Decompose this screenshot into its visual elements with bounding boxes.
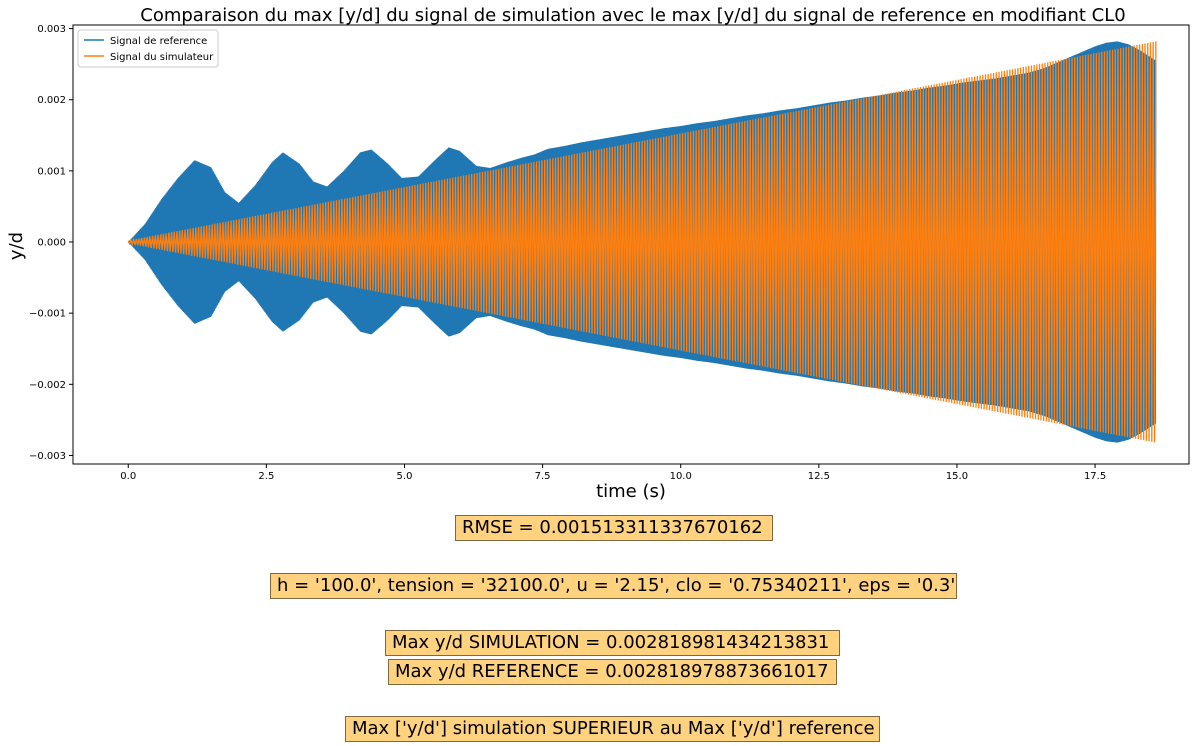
max-reference-annotation: Max y/d REFERENCE = 0.002818978873661017 (388, 659, 837, 685)
x-tick-label: 5.0 (397, 471, 413, 482)
plot-area (127, 41, 1157, 443)
max-simulation-annotation: Max y/d SIMULATION = 0.00281898143421383… (385, 630, 840, 656)
x-tick-label: 10.0 (670, 471, 692, 482)
y-tick-label: −0.001 (29, 309, 66, 320)
x-tick-label: 12.5 (808, 471, 830, 482)
x-tick-label: 17.5 (1084, 471, 1106, 482)
legend-label-reference: Signal de reference (110, 36, 207, 47)
x-tick-label: 7.5 (535, 471, 551, 482)
y-tick-label: 0.001 (37, 166, 66, 177)
y-tick-label: 0.000 (37, 238, 66, 249)
axis-ticks: 0.0 2.5 5.0 7.5 10.0 12.5 15.0 17.5 −0.003 −0.002… (29, 24, 1106, 482)
y-tick-label: 0.003 (37, 24, 66, 35)
y-tick-label: −0.003 (29, 451, 66, 462)
rmse-annotation: RMSE = 0.001513311337670162 (455, 515, 773, 541)
chart-title: Comparaison du max [y/d] du signal de si… (140, 5, 1125, 26)
verdict-annotation: Max ['y/d'] simulation SUPERIEUR au Max … (345, 716, 880, 742)
parameters-annotation: h = '100.0', tension = '32100.0', u = '2… (270, 573, 957, 599)
legend-label-simulateur: Signal du simulateur (110, 52, 214, 63)
legend-box (77, 29, 219, 68)
x-tick-label: 2.5 (258, 471, 274, 482)
plot-frame (72, 24, 1190, 465)
series-line-simulateur (127, 41, 1157, 443)
y-tick-label: 0.002 (37, 95, 66, 106)
x-tick-label: 0.0 (120, 471, 136, 482)
y-tick-label: −0.002 (29, 380, 66, 391)
x-tick-label: 15.0 (946, 471, 968, 482)
legend: Signal de reference Signal du simulateur (77, 29, 219, 68)
chart: Comparaison du max [y/d] du signal de si… (6, 5, 1190, 502)
series-line-reference (127, 41, 1157, 443)
y-axis-label: y/d (6, 232, 27, 260)
x-axis-label: time (s) (596, 481, 666, 502)
